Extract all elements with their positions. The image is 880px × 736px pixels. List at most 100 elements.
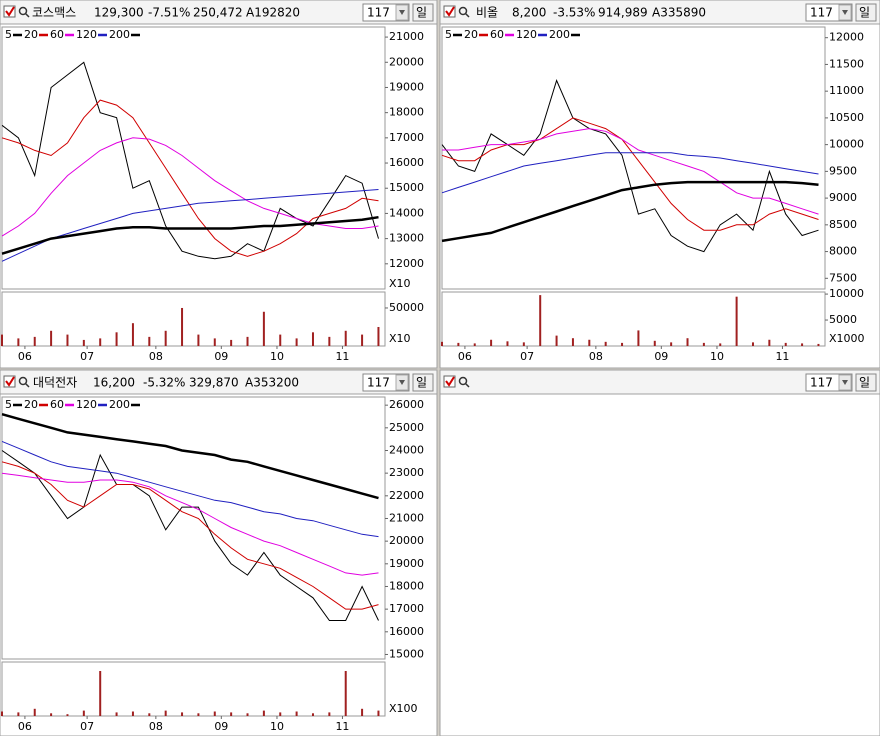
volume-bar xyxy=(506,341,509,346)
y-tick-label: 11500 xyxy=(829,57,864,70)
y-tick-label: 21000 xyxy=(389,30,424,43)
volume-bar xyxy=(66,334,69,346)
checkbox[interactable] xyxy=(3,375,16,388)
volume-bar xyxy=(230,712,233,716)
volume-bar xyxy=(33,708,36,716)
header-change: -7.51% xyxy=(148,6,190,20)
volume-bar xyxy=(230,339,233,346)
volume-tick-label: 5000 xyxy=(829,313,857,326)
y-tick-label: 22000 xyxy=(389,489,424,502)
dropdown-arrow xyxy=(842,10,848,15)
checkbox[interactable] xyxy=(443,5,456,18)
volume-bar xyxy=(17,712,20,716)
period-value: 117 xyxy=(810,376,833,390)
search-icon[interactable] xyxy=(18,376,28,386)
y-tick-label: 20000 xyxy=(389,534,424,547)
header-price: 8,200 xyxy=(512,6,546,20)
x-tick-label: 06 xyxy=(458,350,472,363)
period-value: 117 xyxy=(367,376,390,390)
header-change: -5.32% xyxy=(143,376,185,390)
volume-bar xyxy=(262,710,265,716)
ma-line xyxy=(1,215,379,255)
volume-bar xyxy=(66,714,69,716)
volume-bar xyxy=(344,671,347,716)
volume-bar xyxy=(295,711,298,716)
volume-area xyxy=(441,291,826,347)
unit-label: 일 xyxy=(859,376,870,390)
legend-label: 5 xyxy=(5,28,12,41)
volume-bar xyxy=(361,708,364,716)
y-tick-label: 16000 xyxy=(389,156,424,169)
volume-bar xyxy=(197,334,200,346)
volume-bar xyxy=(1,711,3,716)
dropdown-arrow xyxy=(842,380,848,385)
ma-line xyxy=(1,99,379,257)
period-value: 117 xyxy=(367,6,390,20)
header-code: A335890 xyxy=(652,6,706,20)
volume-bar xyxy=(115,332,118,346)
volume-bar xyxy=(197,713,200,716)
legend-label: 200 xyxy=(109,28,130,41)
y-tick-label: 7500 xyxy=(829,271,857,284)
checkbox[interactable] xyxy=(443,375,456,388)
ma-line xyxy=(442,128,819,215)
search-handle xyxy=(24,382,30,388)
volume-bar xyxy=(539,295,542,346)
volume-bar xyxy=(328,336,331,346)
volume-bar xyxy=(164,330,167,346)
unit-button[interactable] xyxy=(412,3,434,22)
volume-bar xyxy=(181,712,184,716)
x-tick-label: 07 xyxy=(520,350,534,363)
volume-bar xyxy=(213,711,216,716)
volume-bar xyxy=(361,334,364,346)
volume-tick-label: 50000 xyxy=(389,301,424,314)
y-tick-label: 9500 xyxy=(829,164,857,177)
period-value: 117 xyxy=(810,6,833,20)
y-tick-label: 17000 xyxy=(389,131,424,144)
volume-bar xyxy=(457,342,460,346)
y-tick-label: 12000 xyxy=(389,257,424,270)
price-area xyxy=(1,396,386,660)
unit-button[interactable] xyxy=(855,3,877,22)
price-multiplier: X10 xyxy=(389,277,411,290)
checkbox[interactable] xyxy=(3,5,16,18)
volume-multiplier: X1000 xyxy=(829,332,865,345)
volume-bar xyxy=(33,336,36,346)
volume-bar xyxy=(262,311,265,346)
volume-bar xyxy=(768,339,771,346)
legend-label: 120 xyxy=(76,398,97,411)
ma-line xyxy=(1,440,379,538)
volume-bar xyxy=(115,712,118,716)
y-tick-label: 9000 xyxy=(829,191,857,204)
x-tick-label: 08 xyxy=(589,350,603,363)
y-tick-label: 18000 xyxy=(389,579,424,592)
legend-label: 60 xyxy=(50,28,64,41)
ma-line xyxy=(441,180,819,243)
x-tick-label: 08 xyxy=(149,350,163,363)
legend-label: 5 xyxy=(5,398,12,411)
search-icon[interactable] xyxy=(18,6,28,16)
y-tick-label: 21000 xyxy=(389,511,424,524)
y-tick-label: 18000 xyxy=(389,106,424,119)
unit-button[interactable] xyxy=(412,373,434,392)
volume-bar xyxy=(473,343,476,346)
header-volume-text: 329,870 xyxy=(189,376,239,390)
check-mark xyxy=(5,376,15,387)
price-area xyxy=(1,26,386,290)
x-tick-label: 11 xyxy=(775,350,789,363)
volume-bar xyxy=(311,713,314,716)
y-tick-label: 26000 xyxy=(389,398,424,411)
unit-button[interactable] xyxy=(855,373,877,392)
check-mark xyxy=(445,376,455,387)
search-icon[interactable] xyxy=(458,376,468,386)
volume-bar xyxy=(131,323,134,346)
volume-bar xyxy=(181,307,184,346)
header-volume-text: 250,472 xyxy=(193,6,243,20)
legend-label: 20 xyxy=(24,398,38,411)
legend-label: 200 xyxy=(549,28,570,41)
x-tick-label: 06 xyxy=(18,350,32,363)
search-icon[interactable] xyxy=(458,6,468,16)
x-tick-label: 11 xyxy=(335,720,349,733)
header-volume-text: 914,989 xyxy=(598,6,648,20)
x-tick-label: 10 xyxy=(710,350,724,363)
